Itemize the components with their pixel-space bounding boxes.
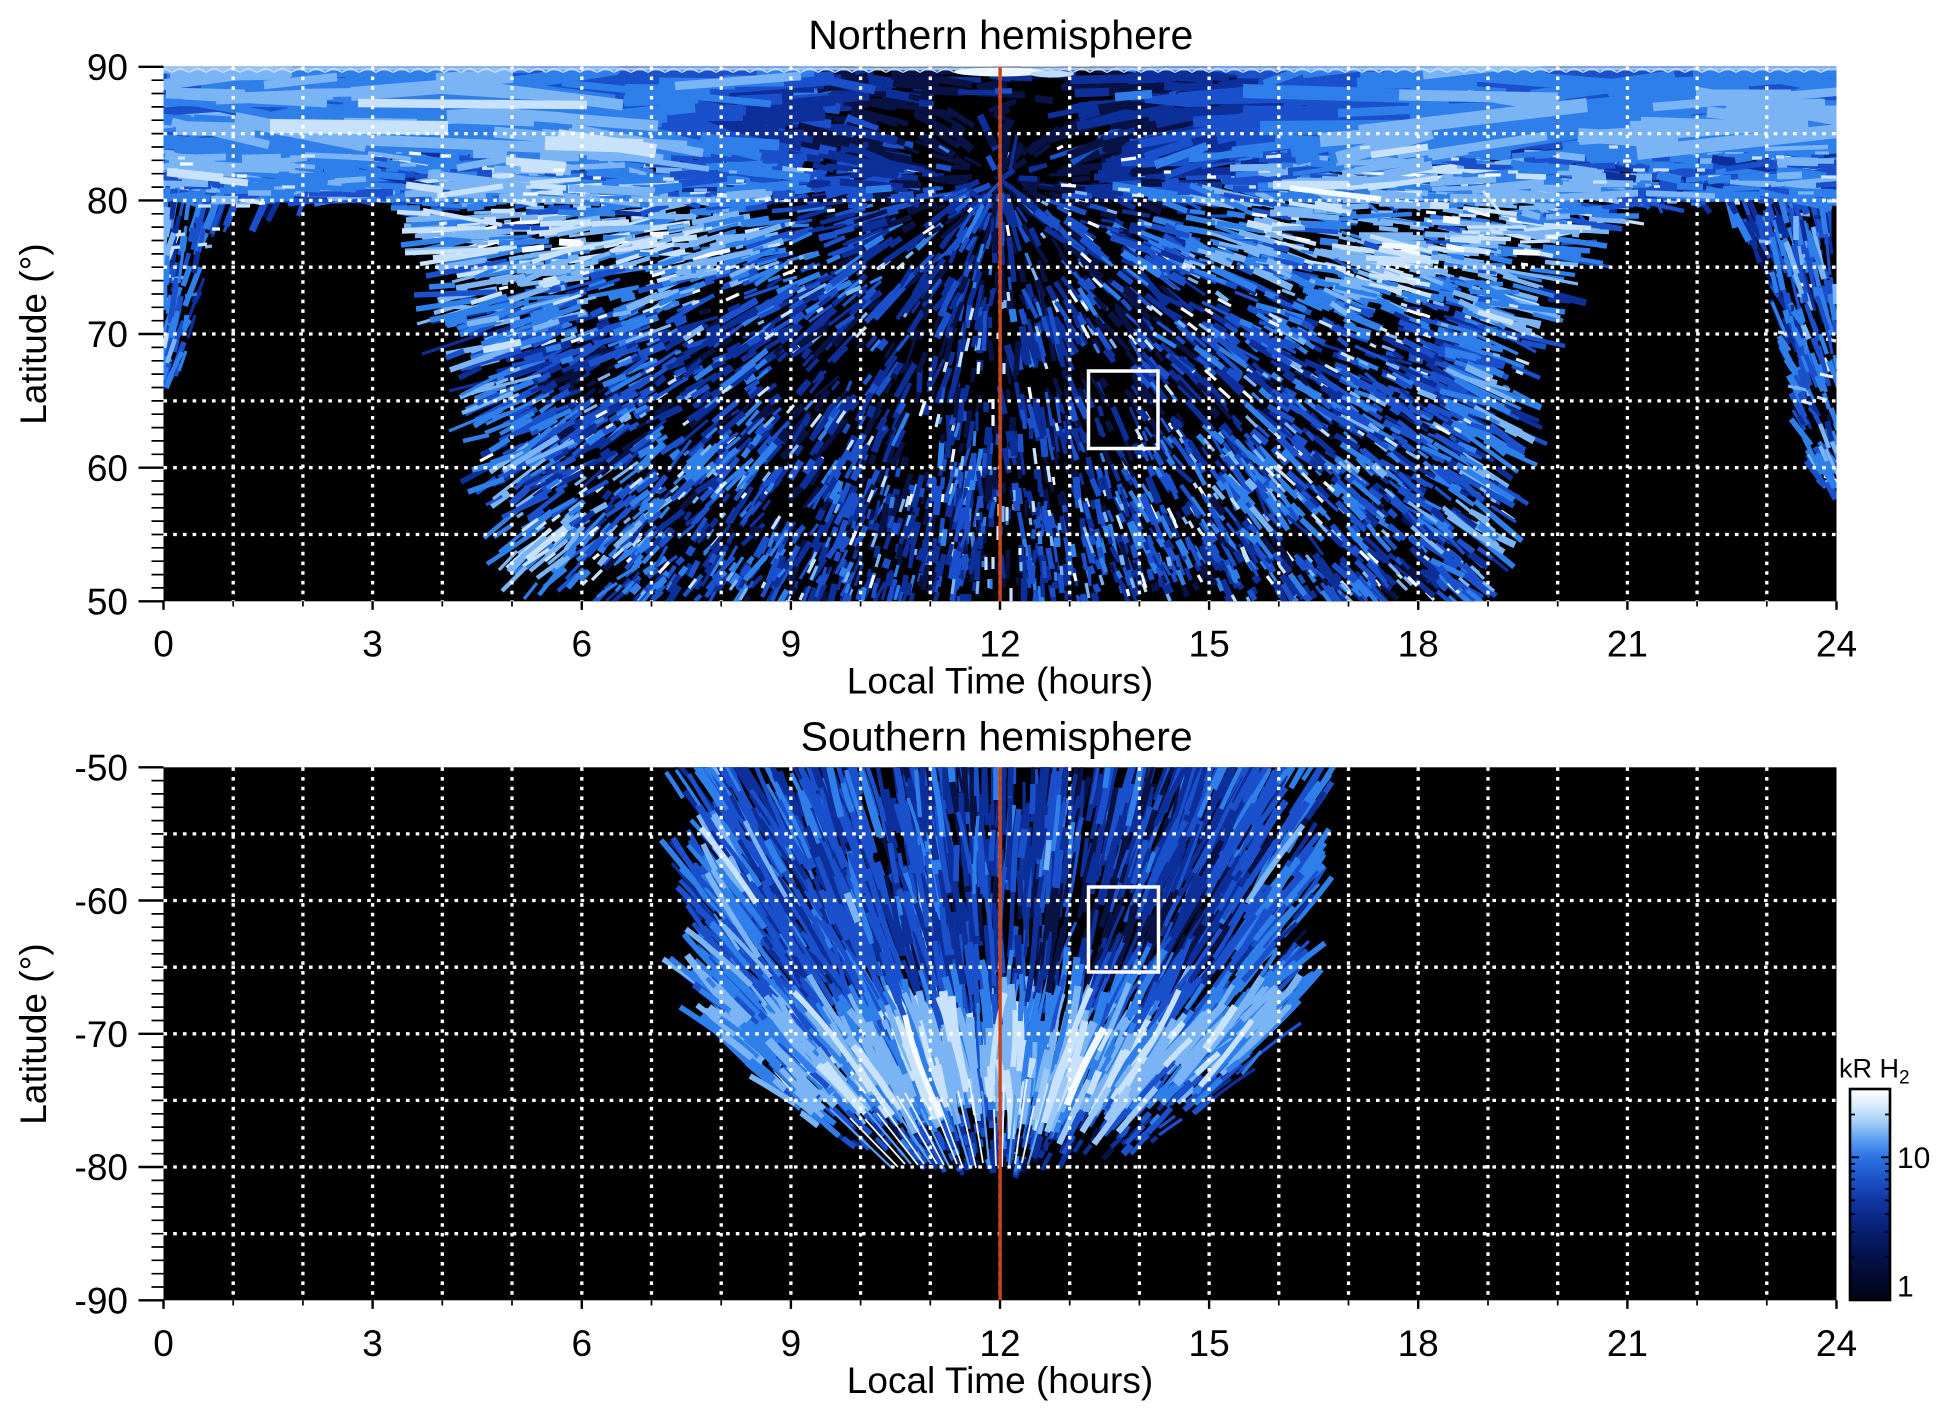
svg-text:15: 15 [1189,624,1230,665]
svg-text:0: 0 [153,1323,174,1364]
svg-text:Northern hemisphere: Northern hemisphere [808,12,1193,58]
svg-text:-90: -90 [75,1281,128,1322]
svg-text:-60: -60 [75,881,128,922]
svg-text:Latitude (°): Latitude (°) [13,943,54,1124]
svg-text:Local Time (hours): Local Time (hours) [847,661,1153,702]
svg-text:3: 3 [362,624,383,665]
svg-text:70: 70 [87,314,128,355]
svg-text:Local Time (hours): Local Time (hours) [847,1360,1153,1401]
svg-text:50: 50 [87,582,128,623]
svg-text:80: 80 [87,181,128,222]
svg-text:-50: -50 [75,748,128,789]
svg-text:21: 21 [1607,624,1648,665]
svg-text:18: 18 [1398,624,1439,665]
svg-text:24: 24 [1816,624,1857,665]
svg-text:21: 21 [1607,1323,1648,1364]
svg-text:0: 0 [153,624,174,665]
svg-text:18: 18 [1398,1323,1439,1364]
svg-text:9: 9 [781,1323,802,1364]
svg-text:12: 12 [979,1323,1020,1364]
svg-text:6: 6 [572,624,593,665]
svg-text:3: 3 [362,1323,383,1364]
svg-text:kR H2: kR H2 [1839,1054,1910,1089]
svg-text:90: 90 [87,47,128,88]
svg-text:Southern hemisphere: Southern hemisphere [801,714,1193,760]
svg-text:6: 6 [572,1323,593,1364]
svg-text:Latitude (°): Latitude (°) [13,243,54,424]
svg-text:-80: -80 [75,1147,128,1188]
svg-text:-70: -70 [75,1014,128,1055]
svg-text:24: 24 [1816,1323,1857,1364]
svg-text:1: 1 [1897,1271,1914,1304]
svg-text:15: 15 [1189,1323,1230,1364]
svg-text:60: 60 [87,448,128,489]
svg-text:10: 10 [1897,1142,1930,1175]
svg-text:9: 9 [781,624,802,665]
svg-text:12: 12 [979,624,1020,665]
